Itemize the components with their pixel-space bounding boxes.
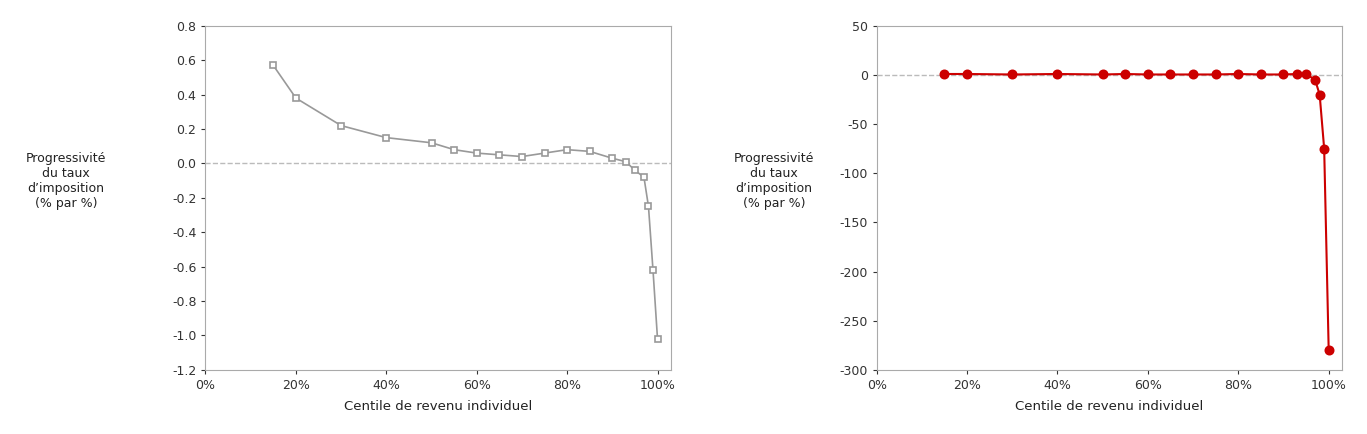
X-axis label: Centile de revenu individuel: Centile de revenu individuel — [344, 400, 532, 413]
Y-axis label: Progressivité
du taux
d’imposition
(% par %): Progressivité du taux d’imposition (% pa… — [734, 151, 815, 210]
Y-axis label: Progressivité
du taux
d’imposition
(% par %): Progressivité du taux d’imposition (% pa… — [26, 151, 107, 210]
X-axis label: Centile de revenu individuel: Centile de revenu individuel — [1016, 400, 1203, 413]
